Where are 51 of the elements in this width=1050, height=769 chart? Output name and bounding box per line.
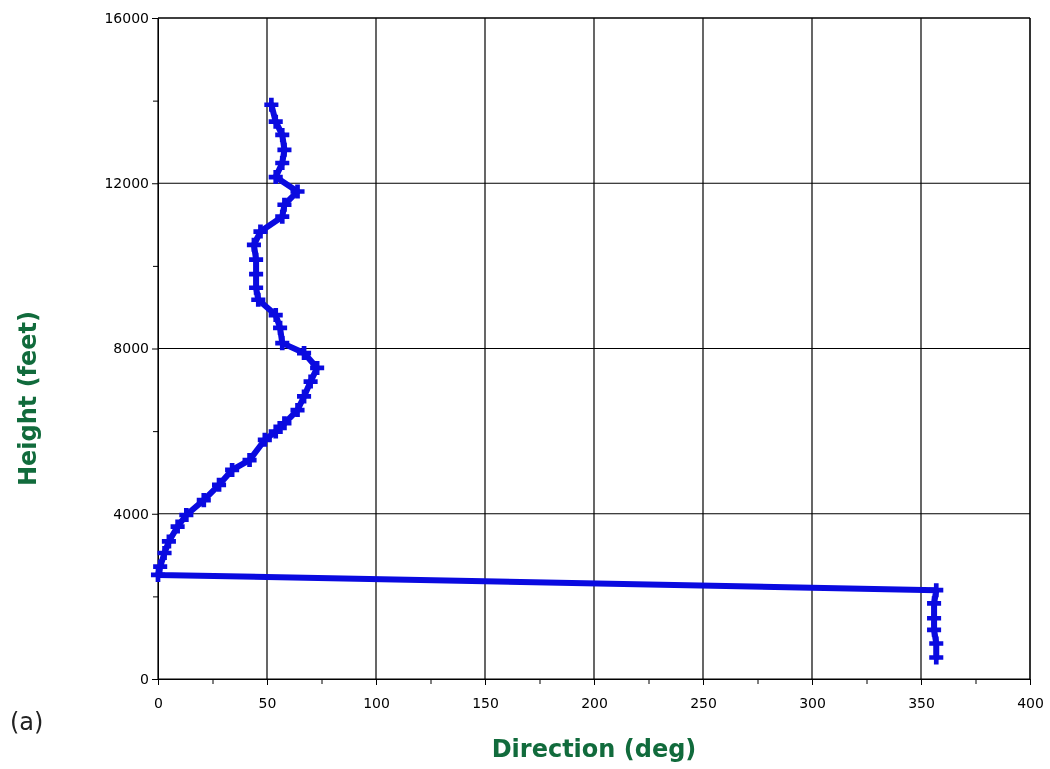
point [929, 583, 944, 598]
x-tick-label: 0 [154, 694, 163, 711]
point [277, 197, 292, 212]
point [268, 424, 283, 439]
point [157, 545, 172, 561]
point [212, 477, 227, 492]
point [242, 453, 257, 468]
point [268, 170, 283, 185]
point [249, 252, 264, 267]
point [273, 320, 288, 335]
point [249, 280, 264, 295]
y-axis-title: Height (feet) [14, 310, 42, 487]
x-axis-title: Direction (deg) [491, 735, 697, 763]
point [290, 403, 305, 418]
point [268, 114, 283, 129]
point [170, 519, 185, 534]
point [251, 292, 266, 307]
point [264, 97, 279, 112]
point [290, 184, 305, 199]
point [275, 127, 290, 142]
y-tick-label: 8000 [113, 340, 149, 357]
point [246, 237, 261, 252]
x-tick-label: 50 [258, 694, 277, 711]
point [277, 416, 292, 431]
point [196, 493, 211, 508]
point [275, 209, 290, 224]
point [161, 534, 176, 549]
y-tick-label: 0 [140, 670, 149, 687]
y-tick-label: 4000 [113, 505, 149, 522]
x-tick-label: 350 [908, 694, 935, 711]
point [275, 155, 290, 171]
x-tick-label: 250 [690, 694, 717, 711]
x-tick-label: 200 [581, 694, 608, 711]
point [929, 650, 944, 665]
x-tick-label: 400 [1017, 694, 1044, 711]
y-tick-label: 12000 [104, 175, 149, 192]
point [268, 308, 283, 323]
point [927, 596, 942, 611]
y-tick-label: 16000 [104, 9, 149, 26]
point [303, 374, 318, 389]
point [275, 336, 290, 351]
point [297, 389, 312, 404]
point [253, 224, 268, 239]
x-tick-label: 100 [363, 694, 390, 711]
point [277, 142, 292, 157]
x-tick-label: 300 [799, 694, 826, 711]
point [929, 636, 944, 651]
x-tick-label: 150 [472, 694, 499, 711]
text: (a) [10, 708, 44, 736]
point [179, 507, 194, 523]
point [257, 432, 272, 447]
